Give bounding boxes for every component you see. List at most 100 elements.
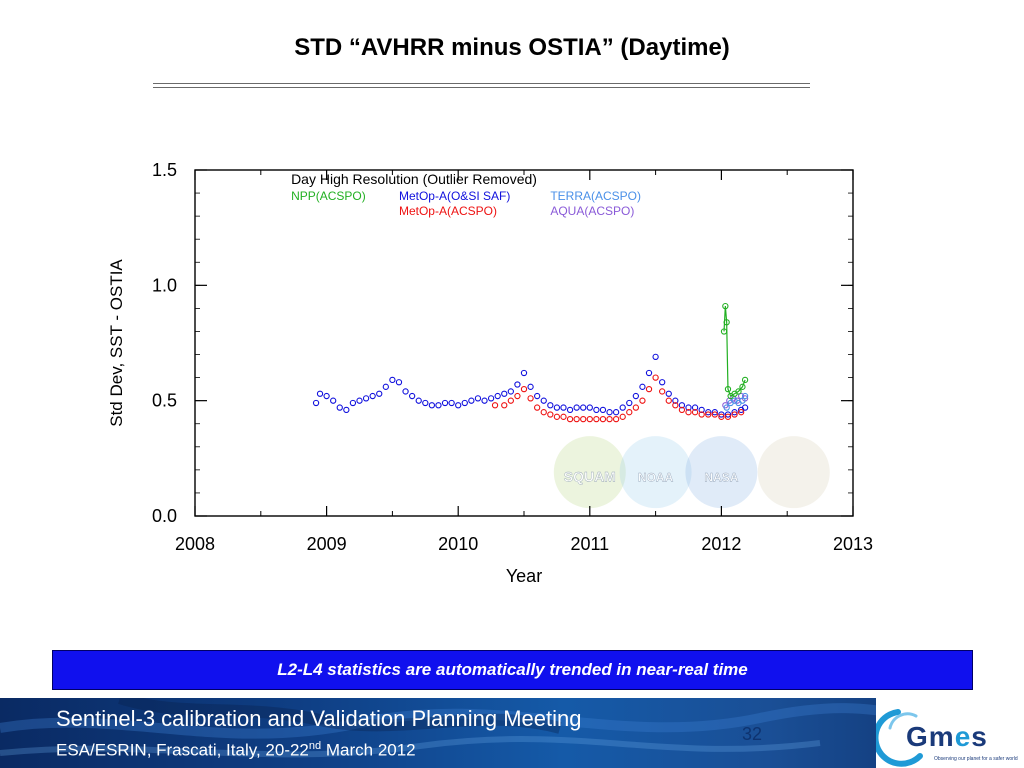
data-point (612, 409, 620, 416)
title-underline (153, 83, 810, 84)
data-point (376, 390, 383, 397)
data-point (723, 404, 730, 411)
legend-entry: MetOp-A(ACSPO) (399, 204, 497, 218)
data-point (672, 397, 679, 404)
data-point (606, 415, 613, 423)
data-point (586, 404, 593, 411)
data-point (316, 390, 324, 397)
data-point (741, 404, 749, 411)
data-point (723, 319, 730, 326)
data-point (685, 409, 692, 416)
data-point (491, 402, 499, 409)
data-point (586, 415, 593, 423)
data-point (593, 415, 600, 423)
data-point (599, 406, 607, 414)
data-point (606, 409, 613, 416)
data-point (724, 411, 732, 418)
legend-entry: NPP(ACSPO) (291, 189, 366, 203)
data-point (312, 399, 320, 407)
title-underline-second (153, 87, 810, 88)
data-point (741, 392, 749, 400)
watermark-circle (757, 436, 830, 509)
footer-bar (0, 698, 1024, 768)
data-point (461, 399, 468, 407)
data-point (408, 392, 416, 400)
y-tick-label: 0.5 (152, 391, 177, 411)
data-point (540, 397, 547, 404)
watermark-logos: SQUAM NOAA NASA (553, 436, 830, 509)
data-point (722, 302, 729, 310)
slide-title: STD “AVHRR minus OSTIA” (Daytime) (294, 34, 730, 61)
data-point (580, 415, 587, 423)
data-point (323, 392, 330, 400)
data-point (678, 402, 686, 409)
data-point (639, 397, 646, 404)
x-tick-label: 2013 (833, 534, 873, 554)
watermark-circle (619, 436, 692, 509)
watermark-label: NOAA (638, 470, 674, 484)
x-tick-label: 2010 (438, 534, 478, 554)
data-point (474, 395, 482, 402)
legend-entry: AQUA(ACSPO) (550, 204, 634, 218)
data-point (659, 379, 666, 386)
data-point (547, 411, 554, 418)
data-point (487, 395, 495, 402)
data-point (626, 409, 633, 416)
data-point (566, 415, 574, 423)
watermark-label: NASA (704, 470, 738, 484)
data-point (672, 402, 679, 409)
data-point (720, 328, 728, 335)
data-point (435, 402, 442, 409)
data-point (415, 397, 422, 404)
data-point (514, 381, 521, 388)
data-point (395, 379, 403, 386)
data-point (652, 353, 659, 360)
y-tick-label: 1.0 (152, 275, 177, 295)
data-point (698, 411, 705, 418)
data-point (540, 409, 547, 416)
data-point (566, 406, 574, 414)
data-point (685, 404, 692, 411)
data-point (718, 413, 725, 420)
legend-entry: TERRA(ACSPO) (550, 189, 641, 203)
data-point (349, 399, 357, 407)
x-tick-label: 2012 (701, 534, 741, 554)
logo-tagline: Observing our planet for a safer world (934, 756, 1018, 762)
data-point (501, 390, 508, 397)
data-point (645, 369, 653, 377)
x-axis-label: Year (506, 566, 542, 586)
data-point (534, 392, 541, 400)
data-point (705, 411, 712, 418)
data-point (514, 392, 521, 400)
data-point (632, 404, 640, 411)
footer-location: ESA/ESRIN, Frascati, Italy, 20-22 (56, 740, 309, 760)
data-point (507, 397, 514, 404)
series-line (723, 306, 746, 397)
y-tick-label: 1.5 (152, 160, 177, 180)
std-dev-chart: SQUAM NOAA NASA 2008 2009 2010 2011 2012 2013 0.… (107, 160, 873, 586)
data-point (534, 404, 541, 411)
data-point (527, 395, 534, 402)
data-point (369, 392, 376, 400)
data-point (632, 392, 640, 400)
data-point (665, 390, 672, 397)
data-point (619, 404, 626, 411)
data-point (652, 374, 659, 381)
data-point (389, 376, 396, 384)
data-point (520, 385, 528, 393)
data-point (441, 399, 449, 407)
data-point (468, 397, 475, 404)
data-point (626, 399, 633, 407)
data-point (724, 385, 732, 393)
data-point (553, 404, 561, 411)
data-point (639, 383, 646, 390)
footer-month-year: March 2012 (321, 740, 416, 760)
watermark-circle (685, 436, 758, 509)
data-point (612, 415, 620, 423)
data-point (501, 402, 508, 409)
data-point (573, 404, 580, 411)
data-point (645, 385, 653, 393)
caption-banner: L2-L4 statistics are automatically trend… (52, 650, 973, 690)
x-tick-label: 2008 (175, 534, 215, 554)
data-point (724, 413, 732, 420)
